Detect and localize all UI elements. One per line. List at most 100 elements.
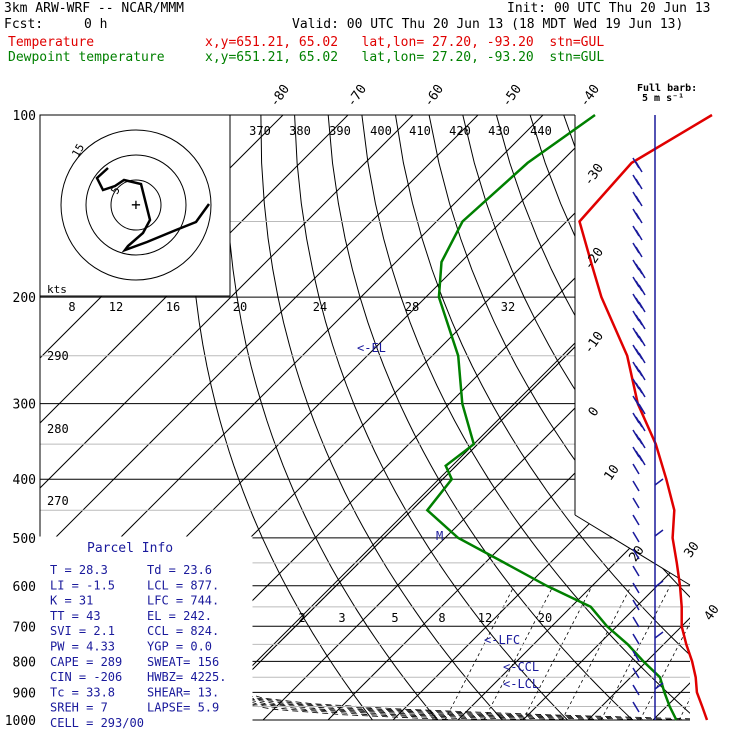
parcel-info-right: LFC = 744.: [147, 594, 219, 608]
isotherm-label: -60: [421, 82, 447, 110]
parcel-info-right: SHEAR= 13.: [147, 685, 219, 699]
wind-barb: [635, 229, 643, 241]
pressure-tick-label: 700: [13, 620, 36, 635]
theta-label: 420: [449, 124, 471, 138]
parcel-info-left: SVI = 2.1: [50, 624, 115, 638]
wind-barb: [654, 631, 664, 639]
pressure-tick-label: 800: [13, 655, 36, 670]
wind-barb: [632, 599, 640, 611]
dry-adiabat-line: [395, 115, 690, 720]
parcel-info-left: SREH = 7: [50, 701, 108, 715]
isotherm-label: -70: [344, 82, 370, 110]
isotherm-line: [652, 115, 690, 720]
moist-adiabat-line: [238, 296, 654, 720]
hodograph-ring: [60, 129, 212, 281]
isotherm-line: [262, 115, 690, 720]
isotherm-line: [457, 115, 690, 720]
mixing-ratio-label: 20: [233, 300, 247, 314]
wind-barb: [635, 161, 643, 173]
parcel-info-left: Tc = 33.8: [50, 685, 115, 699]
mixing-ratio-label: 12: [109, 300, 123, 314]
pressure-tick-label: 900: [13, 686, 36, 701]
dewpoint-legend-label: Dewpoint temperature: [8, 50, 165, 65]
axis-frame-diagonal: [574, 514, 691, 586]
mixing-ratio-label: 8: [438, 611, 445, 625]
mixing-ratio-line: [561, 585, 632, 720]
pressure-tick-label: 100: [13, 109, 36, 124]
moist-adiabat-line: [239, 296, 690, 720]
mixing-ratio-label: 12: [478, 611, 492, 625]
dry-adiabat-line: [428, 115, 690, 720]
parcel-info-right: SWEAT= 156: [147, 655, 219, 669]
wind-barb: [654, 580, 664, 588]
dry-adiabat-line: [664, 115, 690, 720]
dry-adiabat-line: [563, 115, 690, 720]
wind-barb: [654, 682, 664, 690]
isotherm-label: 40: [701, 602, 722, 623]
mixing-ratio-line: [600, 585, 671, 720]
isotherm-label: -20: [581, 245, 607, 273]
parcel-info-title: Parcel Info: [87, 541, 173, 556]
parcel-info-left: CIN = -206: [50, 670, 122, 684]
mixing-ratio-label: 8: [68, 300, 75, 314]
dewpoint-trace: [425, 113, 678, 721]
theta-label: 370: [249, 124, 271, 138]
wind-barb: [638, 386, 646, 398]
wind-barb: [638, 369, 646, 381]
parcel-info-left: PW = 4.33: [50, 640, 115, 654]
dry-adiabat-line: [698, 115, 740, 720]
wind-barb: [638, 318, 646, 330]
parcel-info-right: HWBZ= 4225.: [147, 670, 226, 684]
theta-label: 430: [488, 124, 510, 138]
parcel-info-left: TT = 43: [50, 609, 101, 623]
isotherm-label: -10: [581, 329, 607, 357]
pressure-tick-label: 500: [13, 532, 36, 547]
wind-barb: [632, 650, 640, 662]
wind-barb: [632, 497, 640, 509]
model-title: 3km ARW-WRF -- NCAR/MMM: [4, 1, 185, 16]
wind-barb: [638, 454, 646, 466]
isotherm-line: [40, 115, 349, 720]
level-marker-label: <-LFC: [484, 633, 520, 647]
valid-time: Valid: 00 UTC Thu 20 Jun 13 (18 MDT Wed …: [292, 17, 684, 32]
moist-adiabat-line: [239, 296, 690, 720]
mixing-ratio-line: [444, 585, 515, 720]
wind-barb: [635, 246, 643, 258]
init-time: Init: 00 UTC Thu 20 Jun 13: [507, 1, 711, 16]
mixing-ratio-label: 32: [501, 300, 515, 314]
mixing-ratio-label: 24: [313, 300, 327, 314]
pressure-tick-label: 300: [13, 398, 36, 413]
pressure-tick-label: 600: [13, 580, 36, 595]
parcel-info-right: LAPSE= 5.9: [147, 701, 219, 715]
pressure-tick-label: 400: [13, 473, 36, 488]
wind-barb: [632, 701, 640, 713]
level-marker-label: <-CCL: [503, 660, 539, 674]
pressure-tick-label: 1000: [5, 714, 36, 729]
wind-barb: [638, 437, 646, 449]
theta-label: 280: [47, 422, 69, 436]
mixing-ratio-label: 5: [391, 611, 398, 625]
isotherm-line: [587, 115, 690, 720]
isotherm-line: [40, 115, 414, 720]
mixing-ratio-line: [639, 585, 690, 720]
mixing-ratio-line: [718, 586, 740, 720]
wind-barb: [632, 531, 640, 543]
theta-label: 390: [329, 124, 351, 138]
isotherm-label: 0: [586, 404, 603, 419]
theta-label: 290: [47, 349, 69, 363]
dry-adiabat-line: [630, 115, 690, 720]
wind-barb: [632, 463, 640, 475]
dewpoint-legend-info: x,y=651.21, 65.02 lat,lon= 27.20, -93.20…: [205, 50, 605, 65]
temperature-legend-info: x,y=651.21, 65.02 lat,lon= 27.20, -93.20…: [205, 35, 605, 50]
isotherm-label: 30: [681, 539, 702, 560]
hodograph-box: [39, 114, 231, 297]
wind-barb: [632, 684, 640, 696]
isotherm-line: [522, 115, 690, 720]
hodograph-kts-label: kts: [47, 283, 67, 296]
parcel-info-left: LI = -1.5: [50, 578, 115, 592]
hodograph-ring: [85, 154, 187, 256]
wind-barb: [632, 480, 640, 492]
isotherm-line: [40, 115, 544, 720]
forecast-label: Fcst:: [4, 17, 44, 32]
